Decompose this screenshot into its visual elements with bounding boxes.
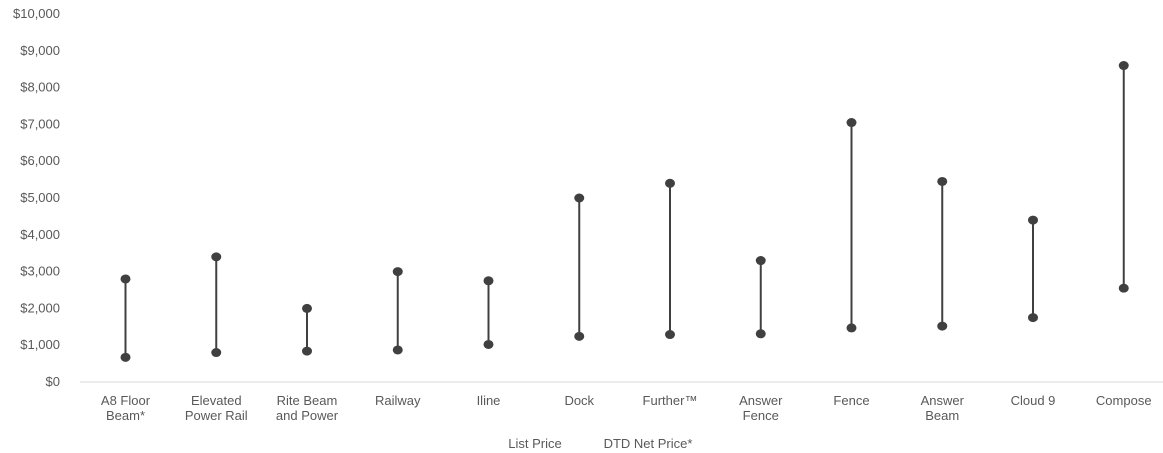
list-price-point	[574, 193, 585, 203]
category-label: Answer Beam	[921, 393, 965, 423]
y-axis-ticks: $0 $1,000 $2,000 $3,000 $4,000 $5,000 $6,000 $7…	[13, 6, 60, 389]
category-label: Railway	[375, 393, 421, 408]
category-labels: A8 Floor Beam* Elevated Power Rail Rite Beam…	[101, 393, 1152, 423]
category-label: Compose	[1096, 393, 1152, 408]
list-price-point	[937, 176, 948, 186]
y-tick-label: $9,000	[20, 43, 60, 58]
category-label: Further™	[643, 393, 698, 408]
dtd-net-price-point	[120, 352, 131, 362]
category-label: Rite Beam and Power	[276, 393, 339, 423]
list-price-point	[665, 178, 675, 188]
dtd-net-price-point	[1118, 283, 1129, 293]
dtd-net-price-point	[937, 321, 948, 331]
category-label: A8 Floor Beam*	[101, 393, 151, 423]
legend-list-price: List Price	[508, 436, 561, 451]
y-tick-label: $5,000	[20, 190, 60, 205]
dtd-net-price-point	[302, 346, 312, 356]
list-price-point	[1028, 215, 1038, 225]
list-price-point	[211, 252, 222, 262]
dtd-net-price-point	[665, 330, 675, 340]
y-tick-label: $1,000	[20, 337, 60, 352]
legend-dtd-net-price: DTD Net Price*	[604, 436, 693, 451]
category-label: Iline	[477, 393, 501, 408]
list-price-point	[392, 267, 403, 277]
list-price-point	[483, 276, 494, 286]
dtd-net-price-point	[1028, 313, 1038, 323]
y-tick-label: $2,000	[20, 300, 60, 315]
list-price-point	[302, 303, 312, 313]
dtd-net-price-point	[755, 329, 766, 339]
dtd-net-price-point	[574, 331, 585, 341]
list-price-point	[846, 118, 857, 128]
y-tick-label: $8,000	[20, 80, 60, 95]
y-tick-label: $4,000	[20, 227, 60, 242]
category-label: Fence	[833, 393, 869, 408]
y-tick-label: $7,000	[20, 116, 60, 131]
list-price-point	[755, 256, 766, 266]
category-label: Cloud 9	[1011, 393, 1056, 408]
y-tick-label: $6,000	[20, 153, 60, 168]
y-tick-label: $3,000	[20, 264, 60, 279]
category-label: Dock	[564, 393, 594, 408]
dtd-net-price-point	[483, 339, 494, 349]
legend: List Price DTD Net Price*	[508, 436, 692, 451]
dtd-net-price-point	[846, 323, 857, 333]
y-tick-label: $10,000	[13, 6, 60, 21]
category-label: Elevated Power Rail	[185, 393, 248, 423]
dtd-net-price-point	[392, 345, 403, 355]
list-price-point	[120, 274, 131, 284]
list-price-point	[1118, 61, 1129, 71]
dtd-net-price-point	[211, 348, 222, 358]
category-label: Answer Fence	[739, 393, 783, 423]
price-ranges	[120, 61, 1129, 362]
y-tick-label: $0	[46, 374, 60, 389]
